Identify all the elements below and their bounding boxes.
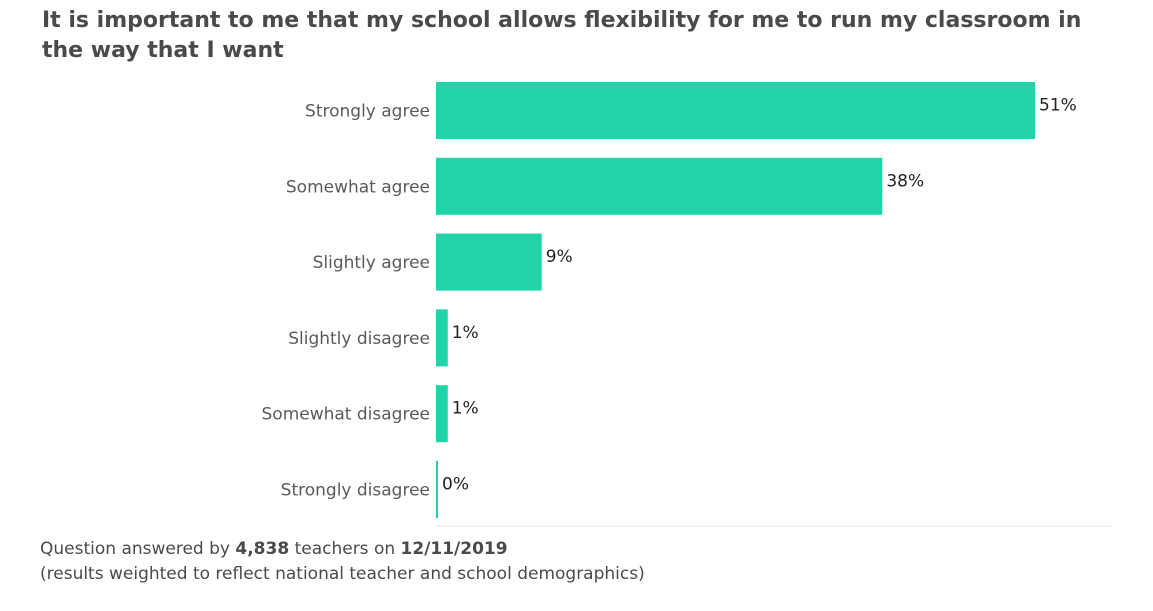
value-label-somewhat-disagree: 1% xyxy=(452,399,479,419)
value-label-strongly-agree: 51% xyxy=(1039,96,1077,116)
footnote-prefix: Question answered by xyxy=(40,539,236,559)
footnote-weighting-note: (results weighted to reflect national te… xyxy=(40,564,645,584)
footnote-line-1: Question answered by 4,838 teachers on 1… xyxy=(40,537,645,562)
respondent-count: 4,838 xyxy=(235,539,290,559)
category-label-somewhat-agree: Somewhat agree xyxy=(286,177,430,197)
footnote: Question answered by 4,838 teachers on 1… xyxy=(40,537,645,587)
category-label-slightly-agree: Slightly agree xyxy=(313,253,430,273)
category-label-slightly-disagree: Slightly disagree xyxy=(288,329,430,349)
category-label-somewhat-disagree: Somewhat disagree xyxy=(262,405,431,425)
category-label-strongly-agree: Strongly agree xyxy=(305,102,430,122)
bar-somewhat-disagree xyxy=(436,385,448,443)
survey-date: 12/11/2019 xyxy=(400,539,508,559)
footnote-middle: teachers on xyxy=(289,539,401,559)
chart-title: It is important to me that my school all… xyxy=(42,8,1082,63)
bar-slightly-agree xyxy=(436,233,542,291)
value-label-slightly-disagree: 1% xyxy=(452,323,479,343)
bar-somewhat-agree xyxy=(436,157,883,215)
bar-strongly-disagree xyxy=(436,461,438,518)
bar-strongly-agree xyxy=(436,82,1035,139)
value-label-slightly-agree: 9% xyxy=(546,247,573,267)
value-label-strongly-disagree: 0% xyxy=(442,475,469,495)
bar-slightly-disagree xyxy=(436,309,448,367)
value-label-somewhat-agree: 38% xyxy=(886,171,924,191)
category-label-strongly-disagree: Strongly disagree xyxy=(281,481,430,501)
